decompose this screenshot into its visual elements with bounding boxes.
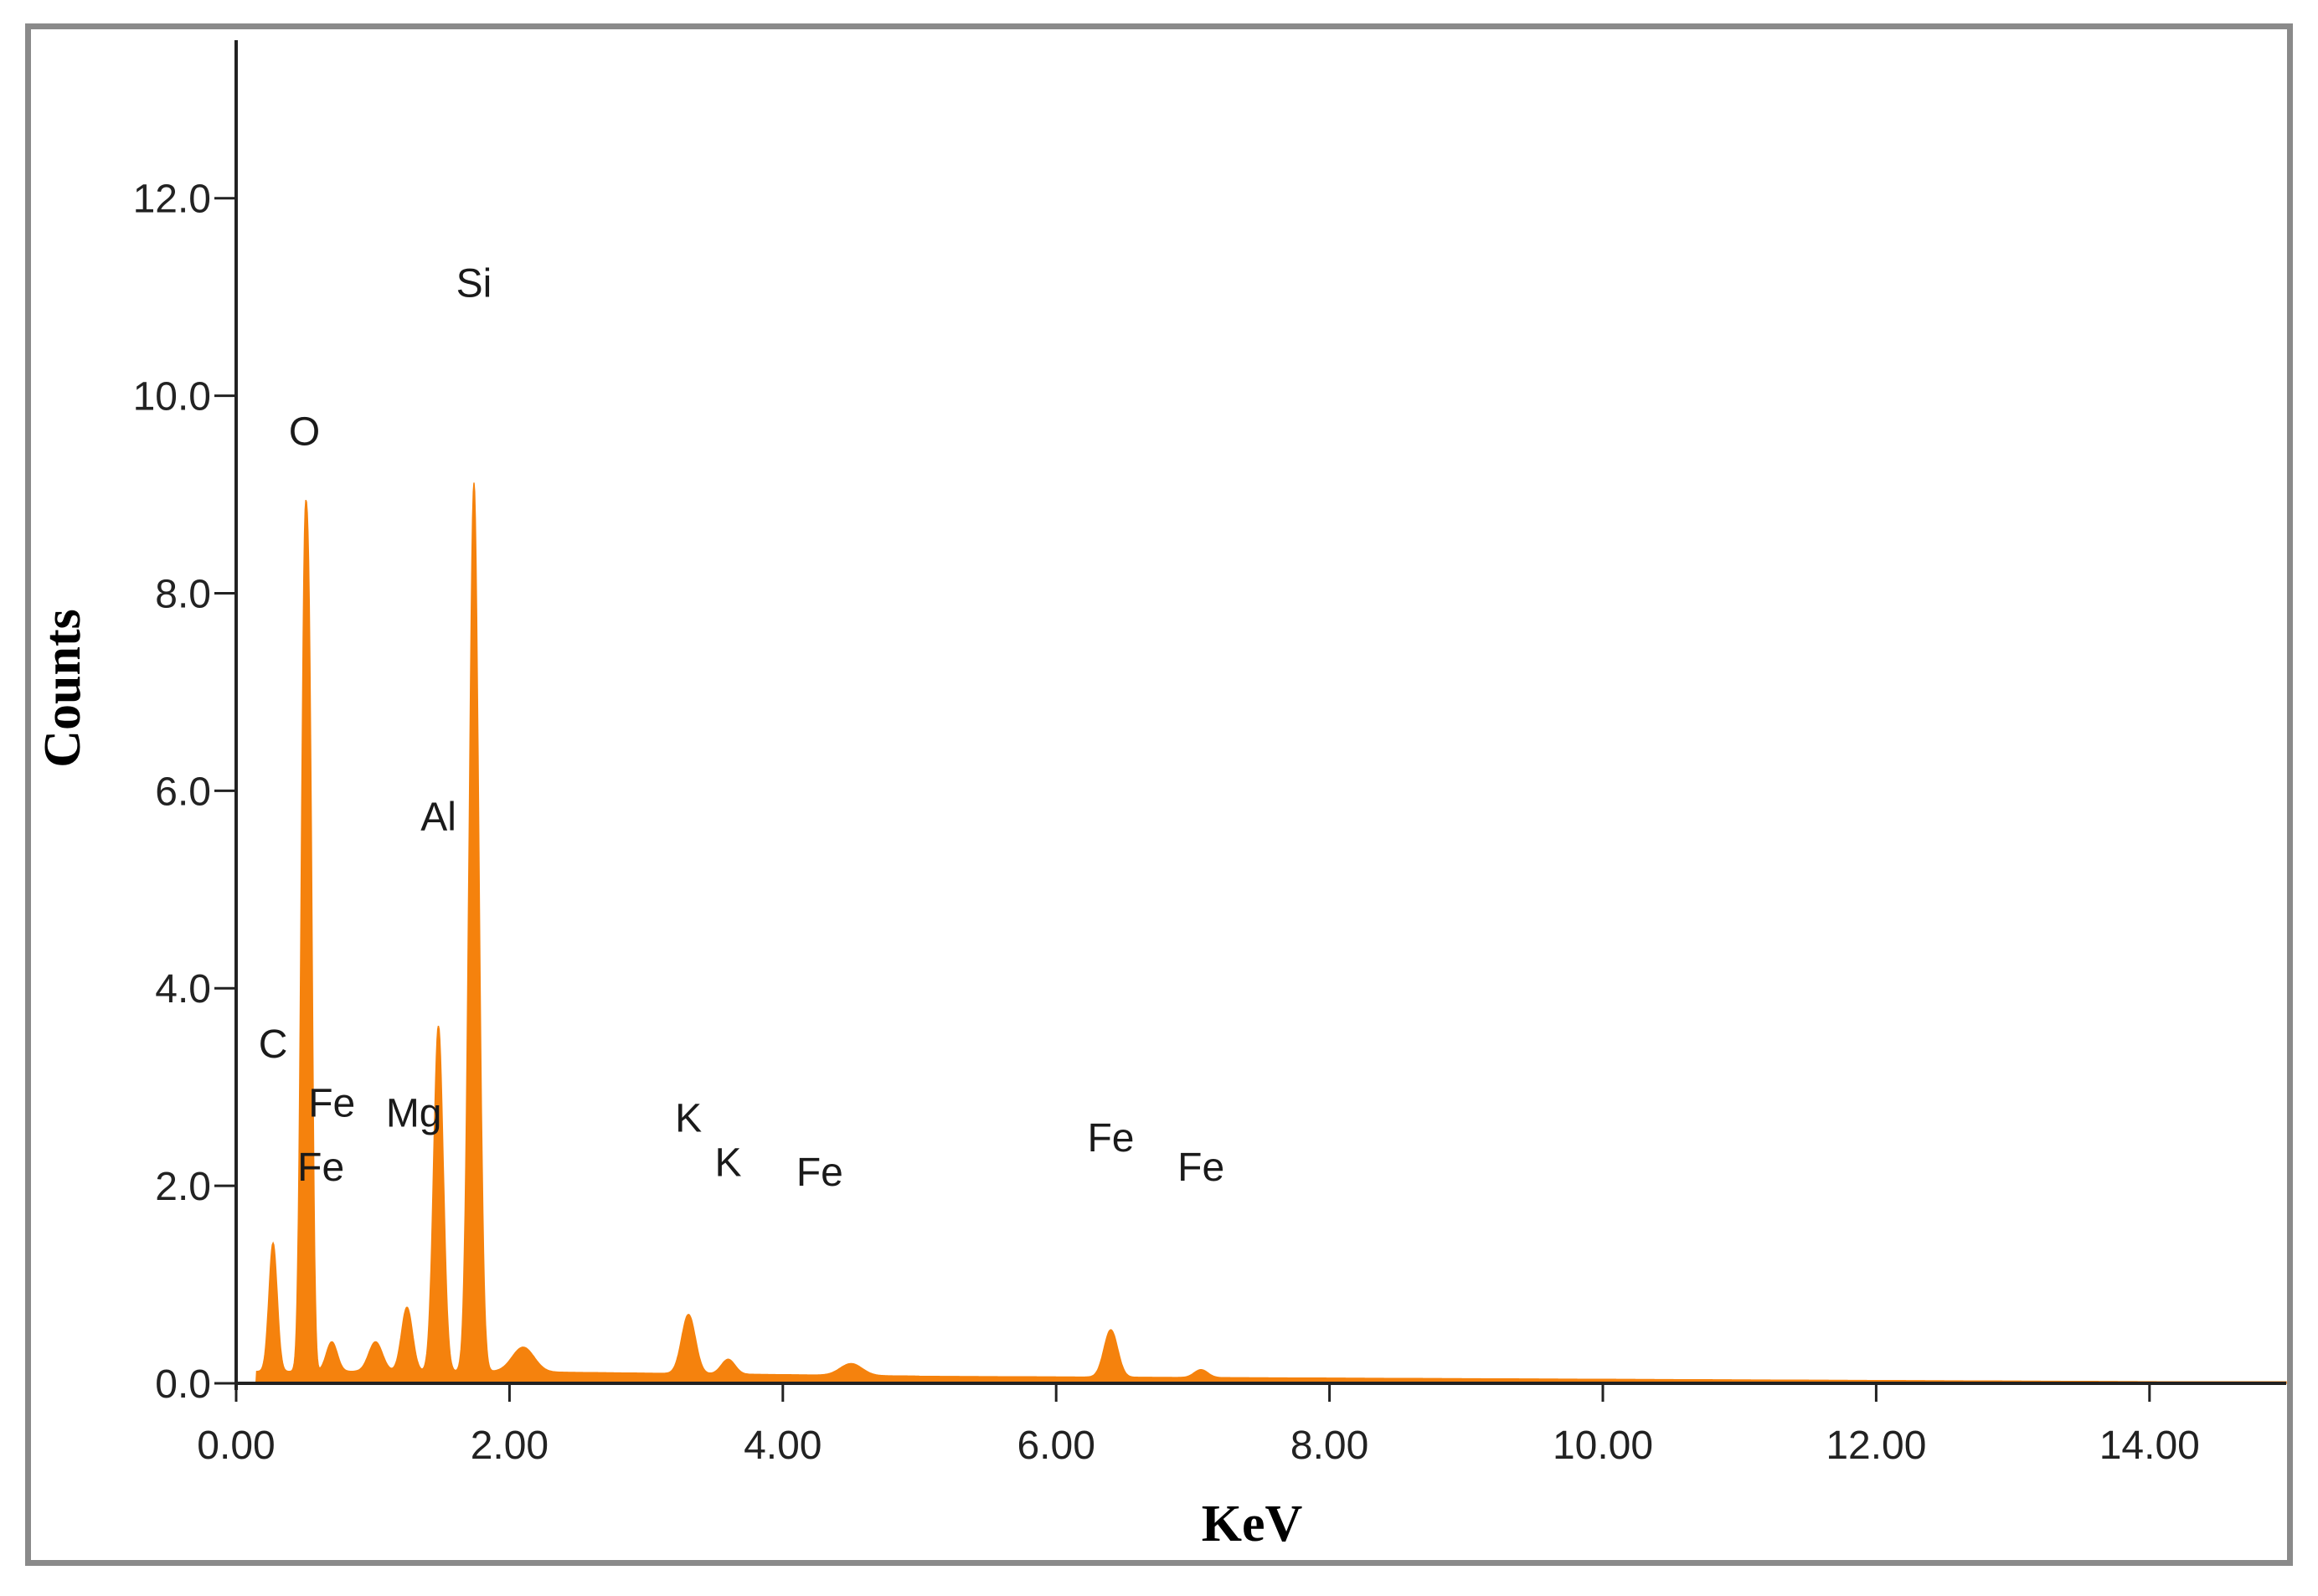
y-tick-label: 6.0 [155, 770, 211, 814]
peak-label: Fe [796, 1151, 843, 1195]
y-tick-label: 4.0 [155, 967, 211, 1012]
x-tick-label: 2.00 [471, 1424, 549, 1468]
x-tick-label: 8.00 [1290, 1424, 1368, 1468]
peak-label: K [675, 1096, 702, 1140]
peak-label: O [289, 410, 320, 455]
peak-label: Fe [297, 1146, 344, 1190]
x-tick-label: 12.00 [1826, 1424, 1926, 1468]
x-tick-label: 4.00 [744, 1424, 822, 1468]
y-tick-label: 8.0 [155, 572, 211, 616]
spectrum-area [236, 482, 2287, 1384]
y-axis-title: Counts [34, 609, 91, 768]
peak-label: Fe [1087, 1116, 1134, 1161]
x-tick-label: 10.00 [1553, 1424, 1653, 1468]
axes [214, 40, 2286, 1402]
peak-label: C [259, 1022, 288, 1067]
y-tick-label: 2.0 [155, 1165, 211, 1209]
figure-frame [25, 23, 2293, 1566]
peak-label: Mg [386, 1091, 442, 1135]
x-tick-label: 6.00 [1017, 1424, 1095, 1468]
peak-label: Si [456, 262, 492, 306]
peak-label: Al [420, 795, 456, 840]
peak-label: Fe [1177, 1146, 1224, 1190]
peak-labels: Si O Al C Fe Mg Fe KK Fe Fe Fe [259, 262, 1224, 1195]
peak-label: Fe [308, 1082, 355, 1126]
x-tick-label: 0.00 [197, 1424, 275, 1468]
spectrum-series [236, 482, 2287, 1384]
tick-labels: 0.0 2.0 4.0 6.0 8.0 10.0 12.0 0.00 2.00 4.00 6.00 8… [133, 178, 2200, 1468]
x-tick-label: 14.00 [2099, 1424, 2200, 1468]
y-tick-label: 0.0 [155, 1362, 211, 1407]
y-tick-label: 12.0 [133, 178, 211, 222]
y-tick-label: 10.0 [133, 375, 211, 420]
peak-label: K [715, 1140, 742, 1185]
x-axis-title: KeV [1202, 1496, 1303, 1552]
